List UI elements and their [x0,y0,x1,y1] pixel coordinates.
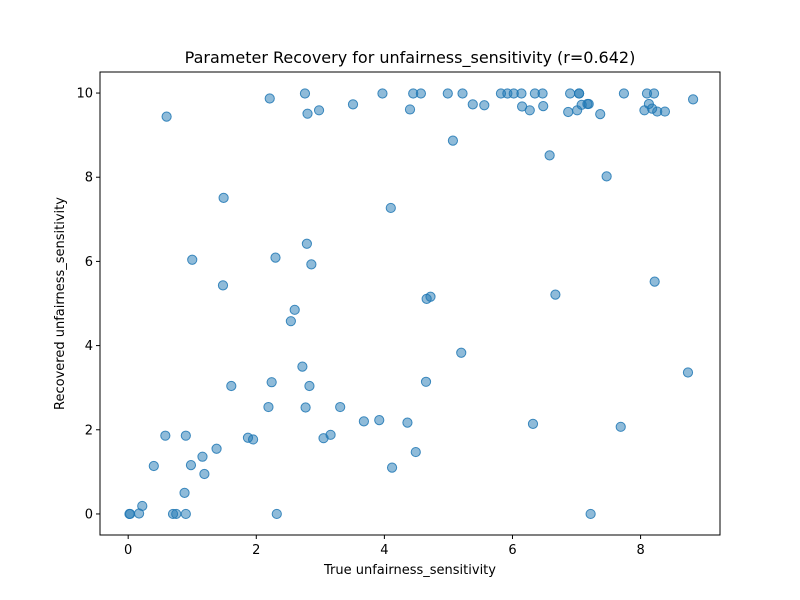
data-point [304,380,315,392]
data-point [648,88,660,99]
y-tick-label: 8 [85,171,93,186]
data-point [199,468,210,480]
data-point [297,361,308,372]
data-point [386,462,398,473]
data-point [565,88,576,99]
data-point [180,508,191,520]
x-tick-label: 2 [252,543,260,558]
data-point [595,108,606,120]
data-point [479,100,490,111]
data-point [527,418,539,429]
data-point [218,192,229,203]
data-point [415,88,426,99]
data-point [682,367,694,378]
x-tick-label: 8 [636,543,644,558]
data-point [615,421,626,432]
data-point [217,280,229,291]
data-point [161,111,172,122]
data-point [659,106,671,117]
y-tick-label: 2 [85,423,93,438]
data-point [538,100,549,112]
data-point [573,88,585,99]
data-point [420,376,432,387]
data-point [347,99,359,110]
data-point [125,508,136,520]
data-point [457,88,468,99]
data-point [302,108,313,119]
data-point [226,380,237,392]
data-point [649,276,660,287]
data-point [385,202,396,214]
data-point [335,401,346,413]
data-point [300,402,311,413]
data-point [456,347,467,358]
data-point [516,88,527,99]
data-point [585,508,596,520]
data-point [544,150,555,161]
plot-frame [99,71,721,536]
y-tick-label: 4 [85,339,93,354]
data-point [537,88,548,99]
data-point [266,377,277,388]
y-tick-label: 0 [85,507,93,522]
data-point [618,88,630,99]
data-point [550,289,561,300]
data-point [313,105,325,116]
data-point [467,99,478,110]
data-point [264,93,275,104]
data-point [402,417,413,428]
data-point [301,238,312,249]
data-point [306,259,317,270]
data-point [410,446,421,458]
data-points [124,88,699,520]
data-point [447,135,459,146]
data-point [524,105,535,116]
data-point [185,460,197,471]
data-point [601,171,612,182]
data-point [374,414,385,426]
data-point [197,451,208,462]
data-point [137,500,148,512]
data-point [325,429,336,440]
data-point [270,252,281,263]
data-point [171,508,182,520]
data-point [442,88,453,99]
data-point [180,430,191,441]
y-tick-label: 6 [85,255,93,270]
data-point [179,487,190,499]
data-point [263,401,274,413]
x-tick-label: 4 [380,543,388,558]
data-point [687,94,699,105]
data-point [285,316,296,327]
data-point [148,460,159,472]
data-point [583,98,594,110]
y-axis-label: Recovered unfairness_sensitivity [53,197,68,410]
data-point [289,304,300,315]
data-point [247,434,259,445]
data-point [377,88,388,99]
x-axis-label: True unfairness_sensitivity [323,563,496,578]
axis-ticks: 0 2 4 6 8 0 2 4 6 8 10 [76,87,644,558]
y-tick-label: 10 [76,87,93,102]
chart-title: Parameter Recovery for unfairness_sensit… [185,48,636,68]
data-point [211,443,222,454]
data-point [271,508,282,520]
data-point [187,254,198,265]
x-tick-label: 0 [124,543,132,558]
data-point [425,291,436,302]
data-point [299,88,311,99]
data-point [563,106,574,118]
data-point [358,416,369,427]
data-point [160,430,171,441]
x-tick-label: 6 [508,543,516,558]
data-point [404,104,416,115]
